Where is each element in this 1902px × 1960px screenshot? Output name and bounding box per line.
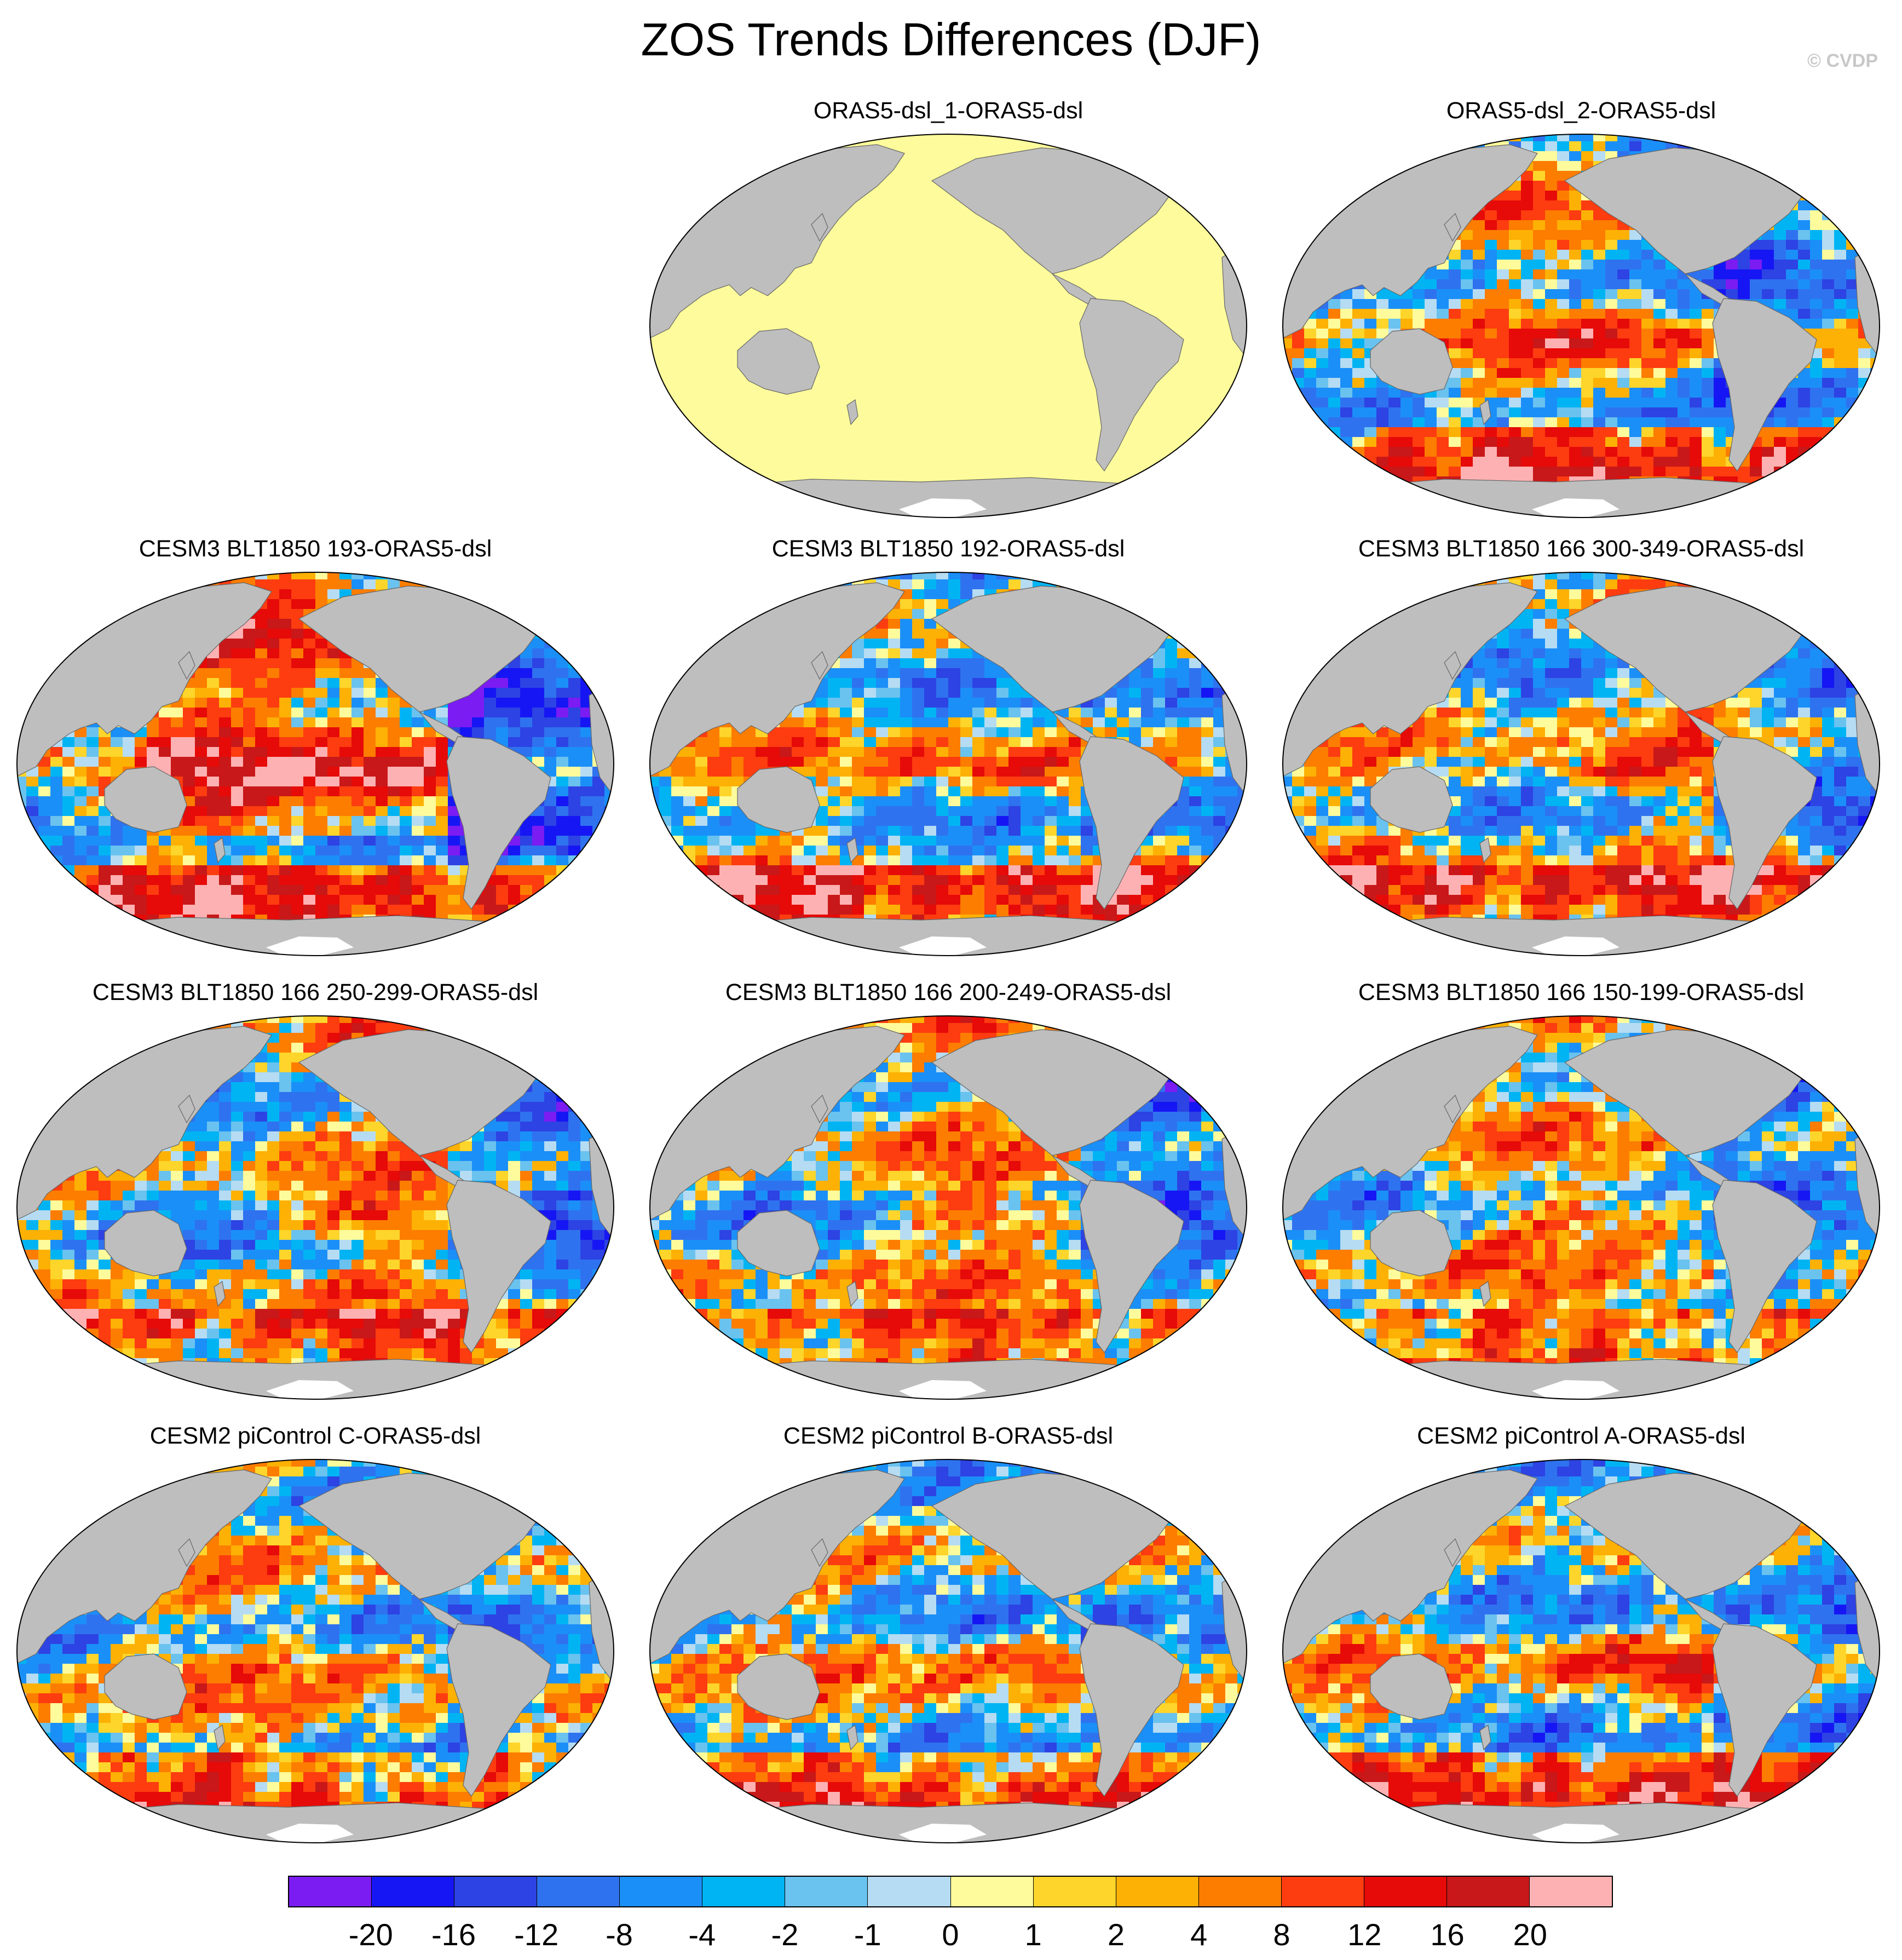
panel-title: CESM3 BLT1850 166 250-299-ORAS5-dsl <box>3 976 627 1009</box>
robinson-map <box>1282 572 1881 956</box>
map-border <box>649 1459 1248 1843</box>
panel-title: CESM3 BLT1850 166 150-199-ORAS5-dsl <box>1269 976 1893 1009</box>
robinson-map <box>1282 1015 1881 1400</box>
map-border <box>649 572 1248 956</box>
colorbar-swatch <box>289 1877 372 1906</box>
robinson-map <box>649 572 1248 956</box>
colorbar-tick-label: -16 <box>416 1917 492 1953</box>
robinson-map <box>16 572 615 956</box>
colorbar-tick-label: 2 <box>1078 1917 1155 1953</box>
map-border <box>1282 1459 1881 1843</box>
colorbar-tick-label: 1 <box>995 1917 1071 1953</box>
panel-title: CESM3 BLT1850 192-ORAS5-dsl <box>636 532 1260 565</box>
colorbar-swatch <box>868 1877 951 1906</box>
colorbar-tick-label: 20 <box>1492 1917 1569 1953</box>
colorbar-tick-label: 4 <box>1161 1917 1237 1953</box>
map-panel: CESM2 piControl B-ORAS5-dsl <box>636 1419 1260 1852</box>
colorbar-swatch <box>620 1877 703 1906</box>
colorbar-tick-label: -12 <box>498 1917 575 1953</box>
colorbar-swatch <box>1281 1877 1364 1906</box>
colorbar-swatch <box>537 1877 620 1906</box>
robinson-map <box>649 1459 1248 1843</box>
ice-shelf <box>899 498 987 518</box>
colorbar-tick-label: -4 <box>664 1917 740 1953</box>
colorbar-tick-label: -1 <box>829 1917 906 1953</box>
map-panel: CESM3 BLT1850 166 150-199-ORAS5-dsl <box>1269 976 1893 1409</box>
colorbar-tick-label: 16 <box>1409 1917 1486 1953</box>
panel-title: CESM3 BLT1850 166 300-349-ORAS5-dsl <box>1269 532 1893 565</box>
map-panel: CESM3 BLT1850 193-ORAS5-dsl <box>3 532 627 965</box>
colorbar-swatch <box>1364 1877 1447 1906</box>
colorbar-swatch <box>372 1877 455 1906</box>
map-panel: CESM2 piControl C-ORAS5-dsl <box>3 1419 627 1852</box>
map-border <box>1282 1015 1881 1400</box>
robinson-map <box>16 1015 615 1400</box>
map-panel: CESM2 piControl A-ORAS5-dsl <box>1269 1419 1893 1852</box>
map-border <box>16 1015 615 1400</box>
panel-title: ORAS5-dsl_2-ORAS5-dsl <box>1269 94 1893 127</box>
colorbar-swatch <box>785 1877 868 1906</box>
map-panel: CESM3 BLT1850 166 250-299-ORAS5-dsl <box>3 976 627 1409</box>
colorbar-swatch <box>454 1877 538 1906</box>
colorbar-swatch <box>1116 1877 1199 1906</box>
ice-shelf <box>266 1824 354 1843</box>
colorbar-swatch <box>1033 1877 1116 1906</box>
panel-title: CESM2 piControl A-ORAS5-dsl <box>1269 1419 1893 1452</box>
panel-title: CESM2 piControl B-ORAS5-dsl <box>636 1419 1260 1452</box>
credit-watermark: © CVDP <box>1807 50 1878 72</box>
robinson-map <box>649 134 1248 518</box>
colorbar-swatch <box>1446 1877 1530 1906</box>
map-border <box>1282 572 1881 956</box>
map-border <box>16 1459 615 1843</box>
robinson-map <box>16 1459 615 1843</box>
colorbar-tick-label: 0 <box>912 1917 989 1953</box>
ice-shelf <box>899 936 987 956</box>
colorbar-tick-label: 12 <box>1326 1917 1403 1953</box>
colorbar-labels: -20 -16 -12 -8 -4 -2 -1 0 1 2 4 8 12 16 20 <box>0 1917 1902 1955</box>
ice-shelf <box>1532 936 1619 956</box>
map-panel: ORAS5-dsl_2-ORAS5-dsl <box>1269 94 1893 527</box>
ice-shelf <box>899 1380 987 1399</box>
figure-title: ZOS Trends Differences (DJF) <box>0 12 1902 67</box>
colorbar-tick-label: -20 <box>332 1917 409 1953</box>
colorbar-tick-label: -8 <box>581 1917 658 1953</box>
panel-title: CESM2 piControl C-ORAS5-dsl <box>3 1419 627 1452</box>
colorbar <box>288 1876 1613 1907</box>
colorbar-swatch <box>702 1877 786 1906</box>
ice-shelf <box>899 1824 987 1843</box>
colorbar-tick-label: 8 <box>1243 1917 1320 1953</box>
map-panel: CESM3 BLT1850 166 200-249-ORAS5-dsl <box>636 976 1260 1409</box>
map-panel: CESM3 BLT1850 192-ORAS5-dsl <box>636 532 1260 965</box>
ice-shelf <box>1532 1380 1619 1399</box>
map-panel: CESM3 BLT1850 166 300-349-ORAS5-dsl <box>1269 532 1893 965</box>
robinson-map <box>649 1015 1248 1400</box>
map-border <box>16 572 615 956</box>
robinson-map <box>1282 134 1881 518</box>
ice-shelf <box>1532 498 1619 518</box>
panel-title: ORAS5-dsl_1-ORAS5-dsl <box>636 94 1260 127</box>
colorbar-swatch <box>1198 1877 1282 1906</box>
ice-shelf <box>1532 1824 1619 1843</box>
robinson-map <box>1282 1459 1881 1843</box>
map-border <box>649 134 1248 518</box>
map-panel: ORAS5-dsl_1-ORAS5-dsl <box>636 94 1260 527</box>
ice-shelf <box>266 1380 354 1399</box>
colorbar-swatch <box>1529 1877 1612 1906</box>
map-border <box>649 1015 1248 1400</box>
ice-shelf <box>266 936 354 956</box>
panel-title: CESM3 BLT1850 193-ORAS5-dsl <box>3 532 627 565</box>
colorbar-swatch <box>950 1877 1034 1906</box>
map-border <box>1282 134 1881 518</box>
panel-title: CESM3 BLT1850 166 200-249-ORAS5-dsl <box>636 976 1260 1009</box>
colorbar-tick-label: -2 <box>747 1917 823 1953</box>
